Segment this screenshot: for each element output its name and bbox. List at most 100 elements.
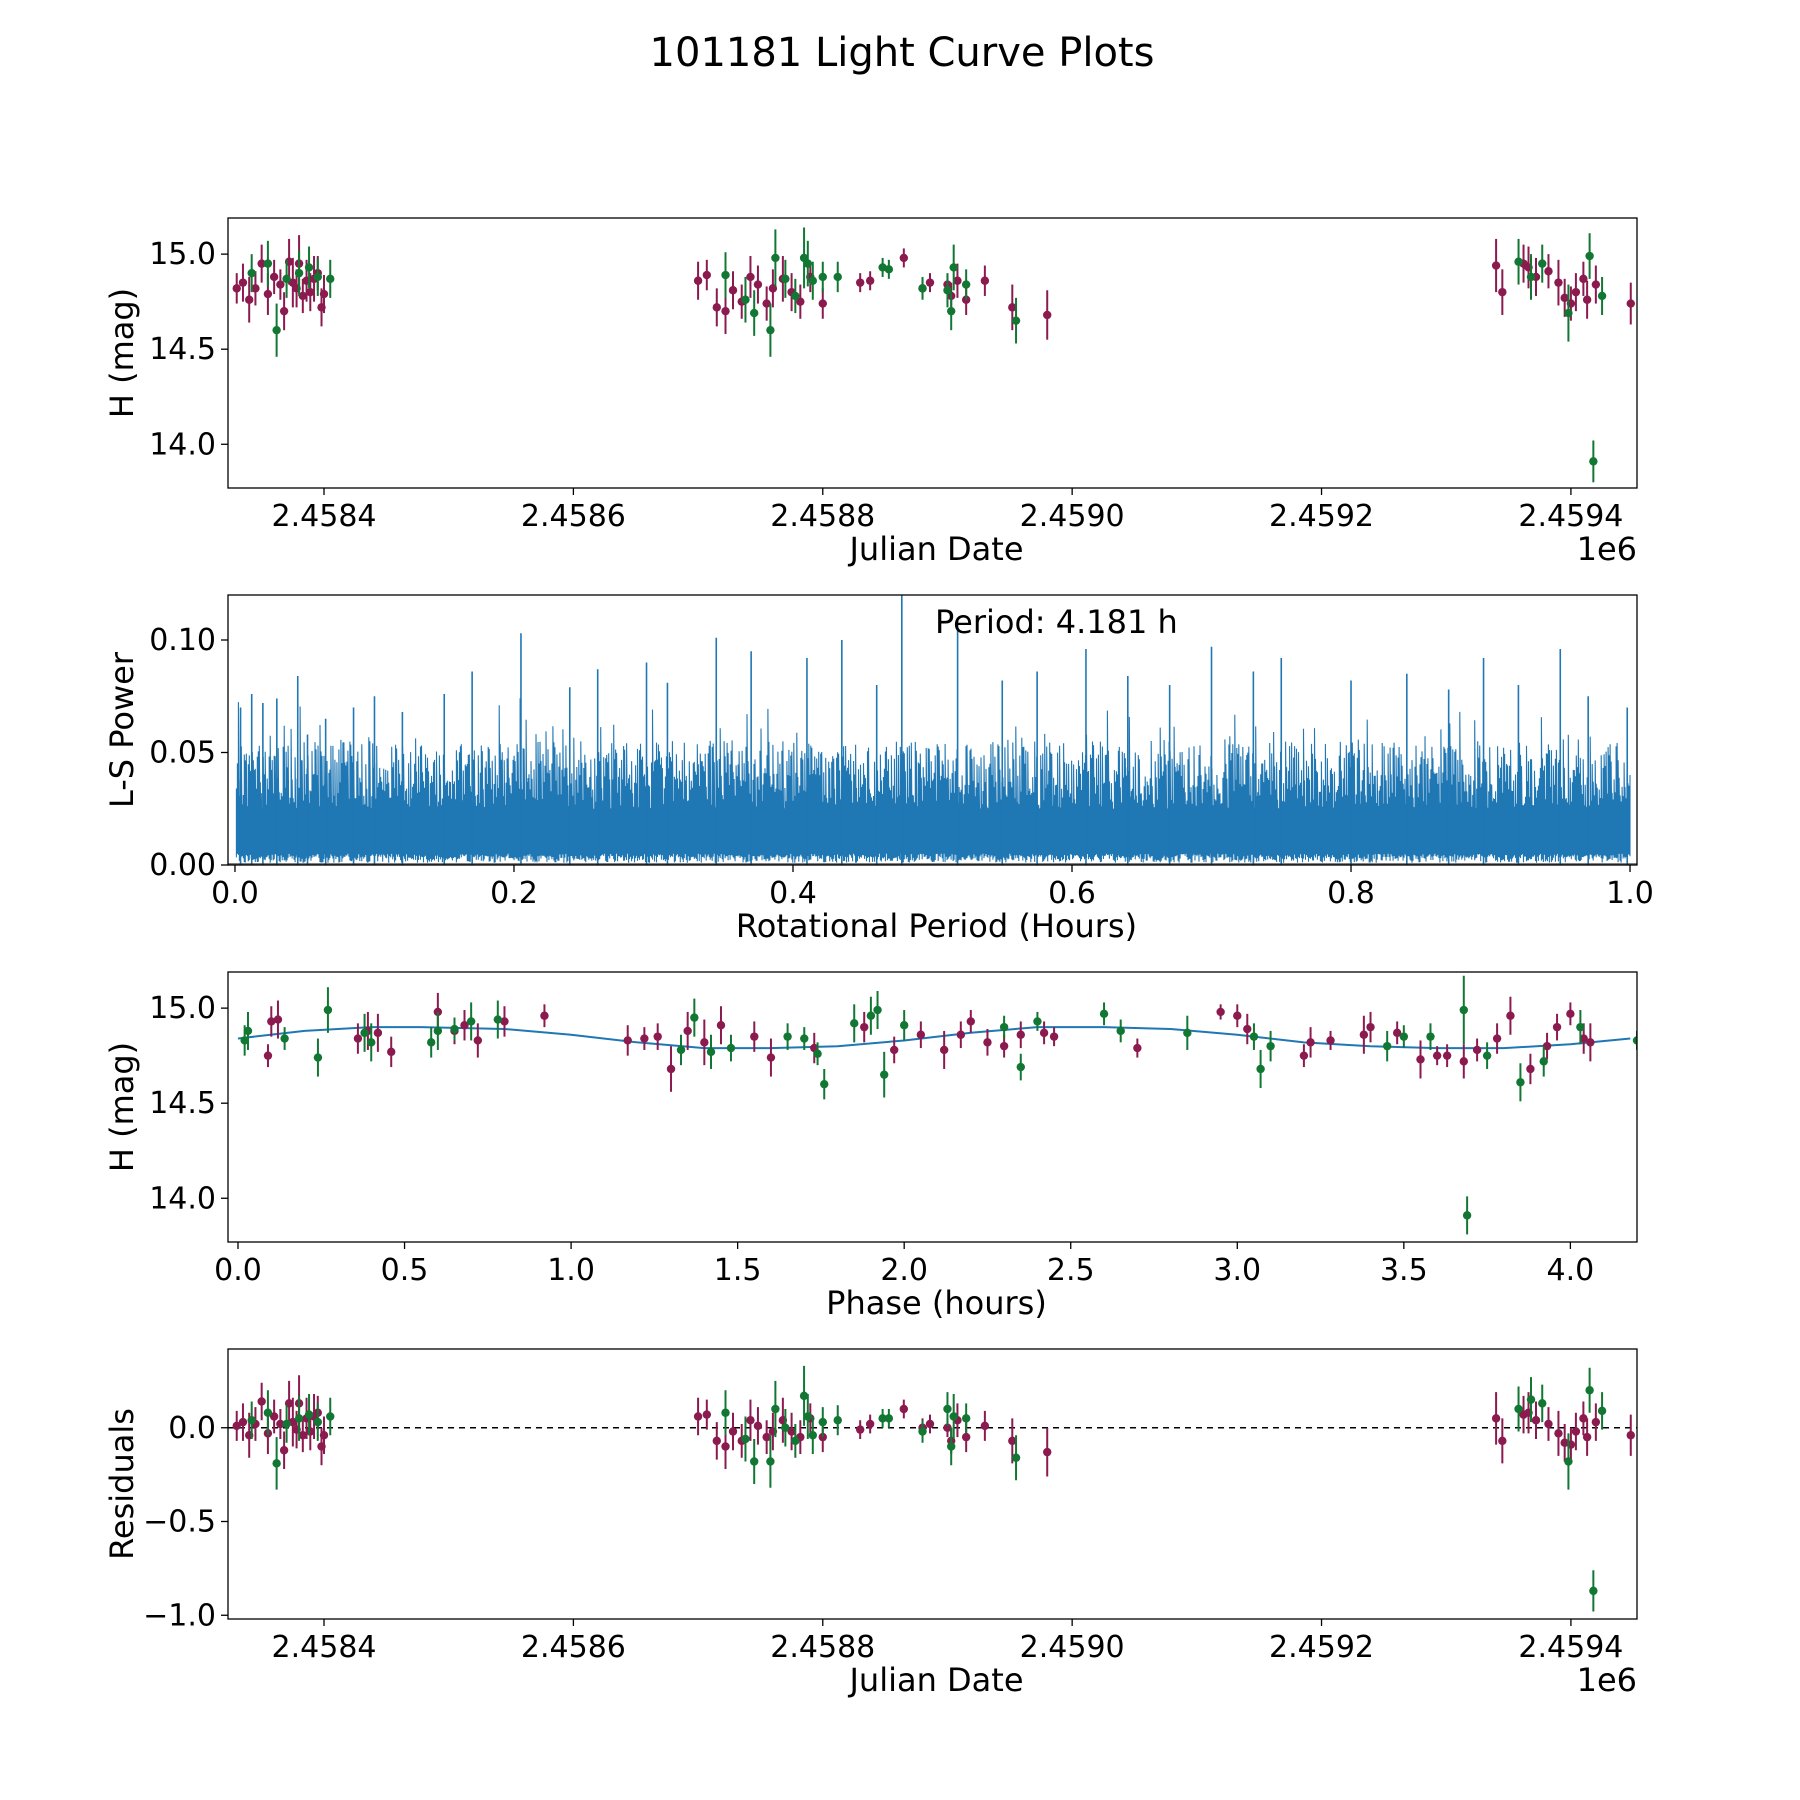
data-point bbox=[947, 306, 956, 316]
data-point bbox=[1008, 1436, 1017, 1446]
x-tick-label: 0.2 bbox=[490, 876, 538, 911]
data-point bbox=[949, 1412, 958, 1421]
data-point bbox=[702, 270, 712, 280]
data-point bbox=[640, 1034, 649, 1043]
y-axis-label: L-S Power bbox=[103, 651, 141, 808]
data-point bbox=[263, 259, 273, 268]
data-point bbox=[279, 306, 289, 316]
data-point bbox=[1472, 1045, 1482, 1055]
x-axis-label: Phase (hours) bbox=[826, 1284, 1047, 1322]
periodogram-panel: 0.0 0.2 0.4 0.6 0.8 1.0 0.00 0.05 0.10 Rotational… bbox=[103, 594, 1654, 945]
data-point bbox=[803, 259, 813, 268]
data-point bbox=[493, 1015, 503, 1024]
phased-panel: 0.0 0.5 1.0 1.5 2.0 2.5 3.0 3.5 4.0 14.0 14.5 15.0 P… bbox=[103, 971, 1638, 1322]
data-point bbox=[818, 1417, 827, 1427]
x-tick-label: 0.6 bbox=[1048, 876, 1096, 911]
data-point bbox=[1459, 1005, 1468, 1015]
data-point bbox=[1249, 1032, 1259, 1041]
data-point bbox=[1039, 1028, 1049, 1038]
data-point bbox=[753, 280, 763, 289]
data-point bbox=[1582, 295, 1592, 304]
data-point bbox=[1033, 1017, 1042, 1026]
y-tick-label: −0.5 bbox=[143, 1505, 216, 1540]
data-point bbox=[232, 1421, 241, 1431]
data-point bbox=[925, 1419, 935, 1429]
y-axis-label: Residuals bbox=[103, 1408, 141, 1560]
data-point bbox=[263, 1051, 273, 1060]
data-point bbox=[269, 272, 279, 282]
y-tick-label: 14.0 bbox=[149, 427, 216, 462]
data-point bbox=[1526, 1064, 1535, 1074]
data-point bbox=[263, 289, 273, 299]
x-tick-label: 2.0 bbox=[880, 1253, 928, 1288]
data-point bbox=[943, 1404, 952, 1414]
data-point bbox=[999, 1041, 1009, 1051]
data-point bbox=[983, 1038, 992, 1047]
x-axis-label: Julian Date bbox=[847, 530, 1023, 568]
plot-area bbox=[228, 595, 1637, 865]
data-point bbox=[1554, 278, 1563, 287]
data-point bbox=[947, 1442, 956, 1451]
data-point bbox=[889, 1045, 899, 1055]
data-point bbox=[244, 295, 254, 304]
data-point bbox=[1597, 291, 1607, 301]
data-point bbox=[693, 276, 703, 285]
data-point bbox=[999, 1022, 1009, 1032]
data-point bbox=[781, 274, 790, 284]
data-point bbox=[326, 1412, 335, 1421]
data-point bbox=[728, 286, 738, 295]
data-point bbox=[865, 1419, 875, 1429]
data-point bbox=[1432, 1051, 1442, 1060]
y-tick-label: 14.5 bbox=[149, 1086, 216, 1121]
data-point bbox=[884, 1414, 894, 1423]
data-point bbox=[766, 325, 775, 335]
data-point bbox=[367, 1038, 376, 1047]
x-tick-label: 0.5 bbox=[381, 1253, 429, 1288]
x-axis-label: Rotational Period (Hours) bbox=[736, 907, 1137, 945]
data-point bbox=[1579, 1414, 1588, 1423]
data-point bbox=[373, 1028, 383, 1038]
y-tick-label: 14.0 bbox=[149, 1181, 216, 1216]
data-point bbox=[712, 1436, 721, 1446]
data-point bbox=[313, 1053, 323, 1062]
data-point bbox=[273, 1015, 283, 1024]
data-point bbox=[1526, 272, 1536, 282]
data-point bbox=[1579, 274, 1588, 284]
data-point bbox=[1526, 1395, 1536, 1404]
data-point bbox=[387, 1047, 396, 1057]
data-point bbox=[925, 278, 935, 287]
data-point bbox=[304, 1410, 314, 1419]
plot-area bbox=[228, 1365, 1637, 1612]
data-point bbox=[1491, 1414, 1501, 1423]
x-tick-label: 0.0 bbox=[214, 1253, 262, 1288]
data-point bbox=[712, 303, 721, 312]
data-point bbox=[1544, 1419, 1553, 1429]
data-point bbox=[1591, 1417, 1601, 1427]
data-point bbox=[943, 1423, 952, 1432]
data-point bbox=[1133, 1043, 1142, 1053]
data-point bbox=[899, 1021, 909, 1030]
data-point bbox=[1416, 1055, 1425, 1064]
data-point bbox=[360, 1028, 369, 1038]
data-point bbox=[1256, 1064, 1265, 1074]
data-point bbox=[272, 325, 281, 335]
data-point bbox=[771, 253, 780, 263]
plot-area bbox=[237, 975, 1637, 1235]
x-tick-label: 1.5 bbox=[714, 1253, 762, 1288]
data-point bbox=[1043, 1447, 1052, 1457]
data-point bbox=[1579, 1034, 1588, 1043]
data-point bbox=[781, 1423, 790, 1432]
data-point bbox=[980, 1421, 990, 1431]
y-tick-label: 14.5 bbox=[149, 332, 216, 367]
y-axis-label: H (mag) bbox=[103, 1042, 141, 1172]
data-point bbox=[1538, 259, 1547, 268]
data-point bbox=[272, 1459, 281, 1468]
data-point bbox=[762, 299, 771, 308]
data-point bbox=[1585, 251, 1594, 261]
data-point bbox=[1514, 257, 1523, 266]
data-point bbox=[1626, 299, 1635, 308]
data-point bbox=[1586, 1038, 1595, 1047]
data-point bbox=[1626, 1431, 1635, 1440]
data-point bbox=[1099, 1009, 1109, 1019]
